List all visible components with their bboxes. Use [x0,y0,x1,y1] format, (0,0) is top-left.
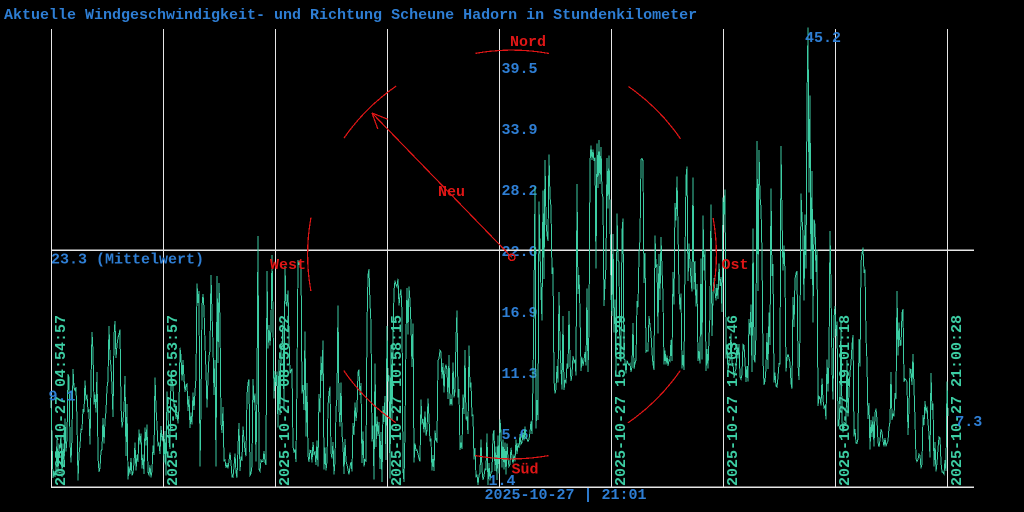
svg-text:Neu: Neu [438,184,465,201]
svg-text:2025-10-27 | 21:01: 2025-10-27 | 21:01 [485,487,647,504]
svg-text:2025-10-27 10:58:15: 2025-10-27 10:58:15 [389,315,406,486]
svg-text:Aktuelle Windgeschwindigkeit-: Aktuelle Windgeschwindigkeit- und Richtu… [4,7,697,24]
svg-text:39.5: 39.5 [502,61,538,78]
svg-text:5.6: 5.6 [502,427,529,444]
svg-text:28.2: 28.2 [502,183,538,200]
svg-text:45.2: 45.2 [805,30,841,47]
svg-text:1.4: 1.4 [489,473,516,490]
svg-text:Ost: Ost [722,257,749,274]
svg-text:23.3 (Mittelwert): 23.3 (Mittelwert) [51,252,204,269]
svg-text:2025-10-27 19:01:18: 2025-10-27 19:01:18 [837,315,854,486]
svg-text:16.9: 16.9 [502,305,538,322]
svg-text:2025-10-27 15:02:29: 2025-10-27 15:02:29 [613,315,630,486]
svg-text:2025-10-27 21:00:28: 2025-10-27 21:00:28 [949,315,966,486]
svg-text:2025-10-27 17:03:46: 2025-10-27 17:03:46 [725,315,742,486]
svg-text:7.3: 7.3 [955,414,982,431]
svg-text:2025-10-27 06:53:57: 2025-10-27 06:53:57 [165,315,182,486]
svg-text:9.1: 9.1 [49,389,76,406]
svg-text:33.9: 33.9 [502,122,538,139]
svg-text:2025-10-27 08:56:22: 2025-10-27 08:56:22 [277,315,294,486]
svg-text:11.3: 11.3 [502,366,538,383]
svg-text:West: West [270,257,306,274]
svg-text:2025-10-27 04:54:57: 2025-10-27 04:54:57 [53,315,70,486]
svg-text:Nord: Nord [510,34,546,51]
svg-text:Süd: Süd [512,462,539,479]
